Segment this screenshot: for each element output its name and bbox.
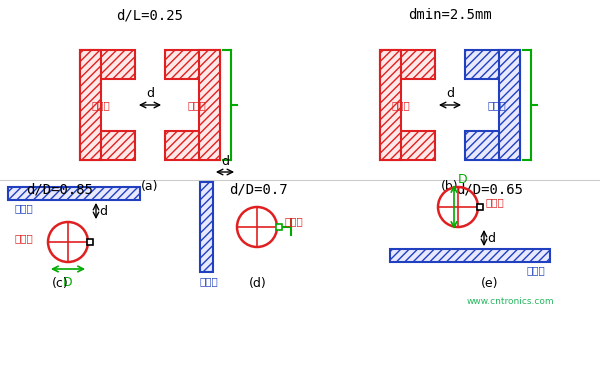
Text: dmin=2.5mm: dmin=2.5mm [408,8,492,22]
Bar [465,50,520,79]
Text: d/D=0.65: d/D=0.65 [457,182,523,196]
Text: 热表面: 热表面 [392,100,410,110]
Bar [87,239,93,245]
Bar [80,131,135,160]
Text: (c): (c) [52,277,68,290]
Text: 热表面: 热表面 [285,216,304,226]
Bar [80,50,135,79]
Bar [80,50,101,160]
Bar [380,50,401,160]
Text: 冷表面: 冷表面 [526,265,545,275]
Bar [165,50,220,79]
Text: d: d [99,205,107,218]
Bar [199,50,220,160]
Bar [200,182,213,272]
Text: d/L=0.25: d/L=0.25 [116,8,184,22]
Text: 热表面: 热表面 [14,233,33,243]
Text: d: d [146,87,154,100]
Text: 冷表面: 冷表面 [14,203,33,213]
Text: 热表面: 热表面 [92,100,110,110]
Text: 冷表面: 冷表面 [488,100,506,110]
Text: d/D=0.85: d/D=0.85 [26,182,94,196]
Text: (d): (d) [249,277,267,290]
Bar [465,131,520,160]
Bar [380,50,435,79]
Text: (e): (e) [481,277,499,290]
Text: (a): (a) [141,180,159,193]
Bar [477,204,483,210]
Text: D: D [63,276,73,289]
Bar [276,224,282,230]
Bar [8,187,140,200]
Text: d: d [221,155,229,168]
Bar [165,131,220,160]
Text: (b): (b) [441,180,459,193]
Bar [499,50,520,160]
Text: 热表面: 热表面 [486,197,505,207]
Text: d: d [487,231,495,244]
Text: D: D [458,173,467,186]
Text: 冷表面: 冷表面 [199,276,218,286]
Bar [380,131,435,160]
Text: www.cntronics.com: www.cntronics.com [466,297,554,306]
Text: d/D=0.7: d/D=0.7 [229,182,287,196]
Bar [390,249,550,262]
Text: d: d [446,87,454,100]
Text: 热表面: 热表面 [188,100,206,110]
